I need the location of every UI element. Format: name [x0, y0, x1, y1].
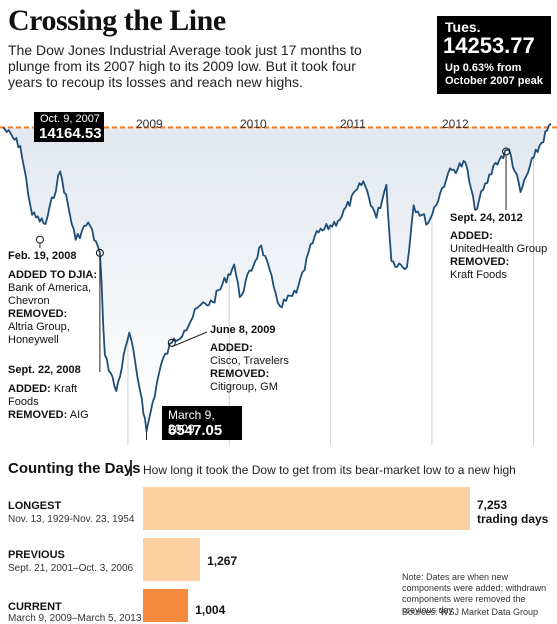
annotation-text: Bank of America, Chevron [8, 282, 92, 307]
bar-period-previous: Sept. 21, 2001–Oct. 3, 2006 [8, 563, 134, 574]
bar-previous [143, 538, 201, 581]
event-marker [502, 147, 511, 156]
low-date: March 9, 2009 [168, 408, 215, 436]
annotation-leader [171, 331, 208, 348]
latest-value-callout: Tues. 14253.77 Up 0.63% from October 200… [437, 16, 551, 94]
event-marker [95, 248, 104, 257]
bar-period-current: March 9, 2009–March 5, 2013 [8, 613, 142, 624]
low-value: 6547.05 [168, 422, 223, 439]
annotation-heading: ADDED: [210, 342, 253, 354]
dow-line-chart [0, 123, 557, 445]
bar-unit-text: trading days [477, 512, 549, 526]
latest-note: Up 0.63% from October 2007 peak [445, 62, 543, 87]
annotation-heading: ADDED: [8, 383, 51, 395]
year-label-2009: 2009 [136, 117, 163, 131]
annotation-text: Citigroup, GM [210, 381, 278, 393]
bar-longest [143, 487, 470, 530]
peak-value: 14164.53 [39, 125, 102, 142]
chart-title: Crossing the Line [8, 4, 226, 37]
dow-series-line [2, 123, 552, 433]
annotation-text: AIG [69, 409, 89, 421]
area-fill [3, 123, 551, 432]
bar-period-longest: Nov. 13, 1929-Nov. 23, 1954 [8, 514, 135, 525]
bar-value-longest: 7,253 trading days [477, 498, 548, 526]
bar-value-previous: 1,267 [207, 554, 238, 568]
latest-day: Tues. [445, 19, 481, 35]
annotation-heading: ADDED: [450, 230, 493, 242]
annotation-heading: REMOVED: [450, 256, 510, 268]
bar-value-current: 1,004 [195, 603, 226, 617]
annotation-heading: REMOVED: [8, 308, 68, 320]
section-divider [130, 460, 132, 476]
annotation-feb-2008: Feb. 19, 2008 ADDED TO DJIA: Bank of Ame… [8, 250, 103, 347]
chart-subtitle: The Dow Jones Industrial Average took ju… [8, 42, 362, 90]
source-note: Sources: WSJ Market Data Group [402, 607, 539, 617]
annotation-jun-2009: June 8, 2009 ADDED: Cisco, Travelers REM… [210, 324, 310, 394]
peak-date: Oct. 9, 2007 [40, 113, 100, 125]
annotation-text: Cisco, Travelers [210, 355, 289, 367]
annotation-heading: REMOVED: [8, 409, 68, 421]
annotation-date: Sept. 24, 2012 [450, 212, 523, 224]
bar-current [143, 589, 189, 622]
annotation-text: Kraft Foods [8, 383, 78, 408]
year-label-2010: 2010 [240, 117, 267, 131]
annotation-date: June 8, 2009 [210, 324, 276, 336]
footnote: Note: Dates are when new components were… [402, 572, 547, 615]
bar-label-longest: LONGEST [8, 500, 62, 512]
annotation-sep-2008: Sept. 22, 2008 ADDED: Kraft Foods REMOVE… [8, 364, 108, 422]
annotation-date: Sept. 22, 2008 [8, 364, 81, 376]
bar-label-previous: PREVIOUS [8, 549, 65, 561]
year-label-2012: 2012 [442, 117, 469, 131]
bars-section-title: Counting the Days [8, 460, 141, 477]
annotation-text: Kraft Foods [450, 269, 507, 281]
annotation-heading: REMOVED: [210, 368, 270, 380]
annotation-date: Feb. 19, 2008 [8, 250, 77, 262]
annotation-sep-2012: Sept. 24, 2012 ADDED: UnitedHealth Group… [450, 212, 555, 282]
annotation-heading: ADDED TO DJIA: [8, 269, 98, 281]
annotation-text: Altria Group, Honeywell [8, 321, 70, 346]
bars-section-description: How long it took the Dow to get from its… [143, 463, 516, 477]
latest-value: 14253.77 [443, 33, 535, 58]
bar-value-text: 7,253 [477, 498, 508, 512]
bar-label-current: CURRENT [8, 601, 62, 613]
low-callout: March 9, 2009 6547.05 [162, 406, 242, 440]
year-label-2011: 2011 [340, 117, 366, 131]
event-marker [35, 235, 44, 244]
annotation-text: UnitedHealth Group [450, 243, 548, 255]
peak-callout: Oct. 9, 2007 14164.53 [34, 112, 104, 142]
